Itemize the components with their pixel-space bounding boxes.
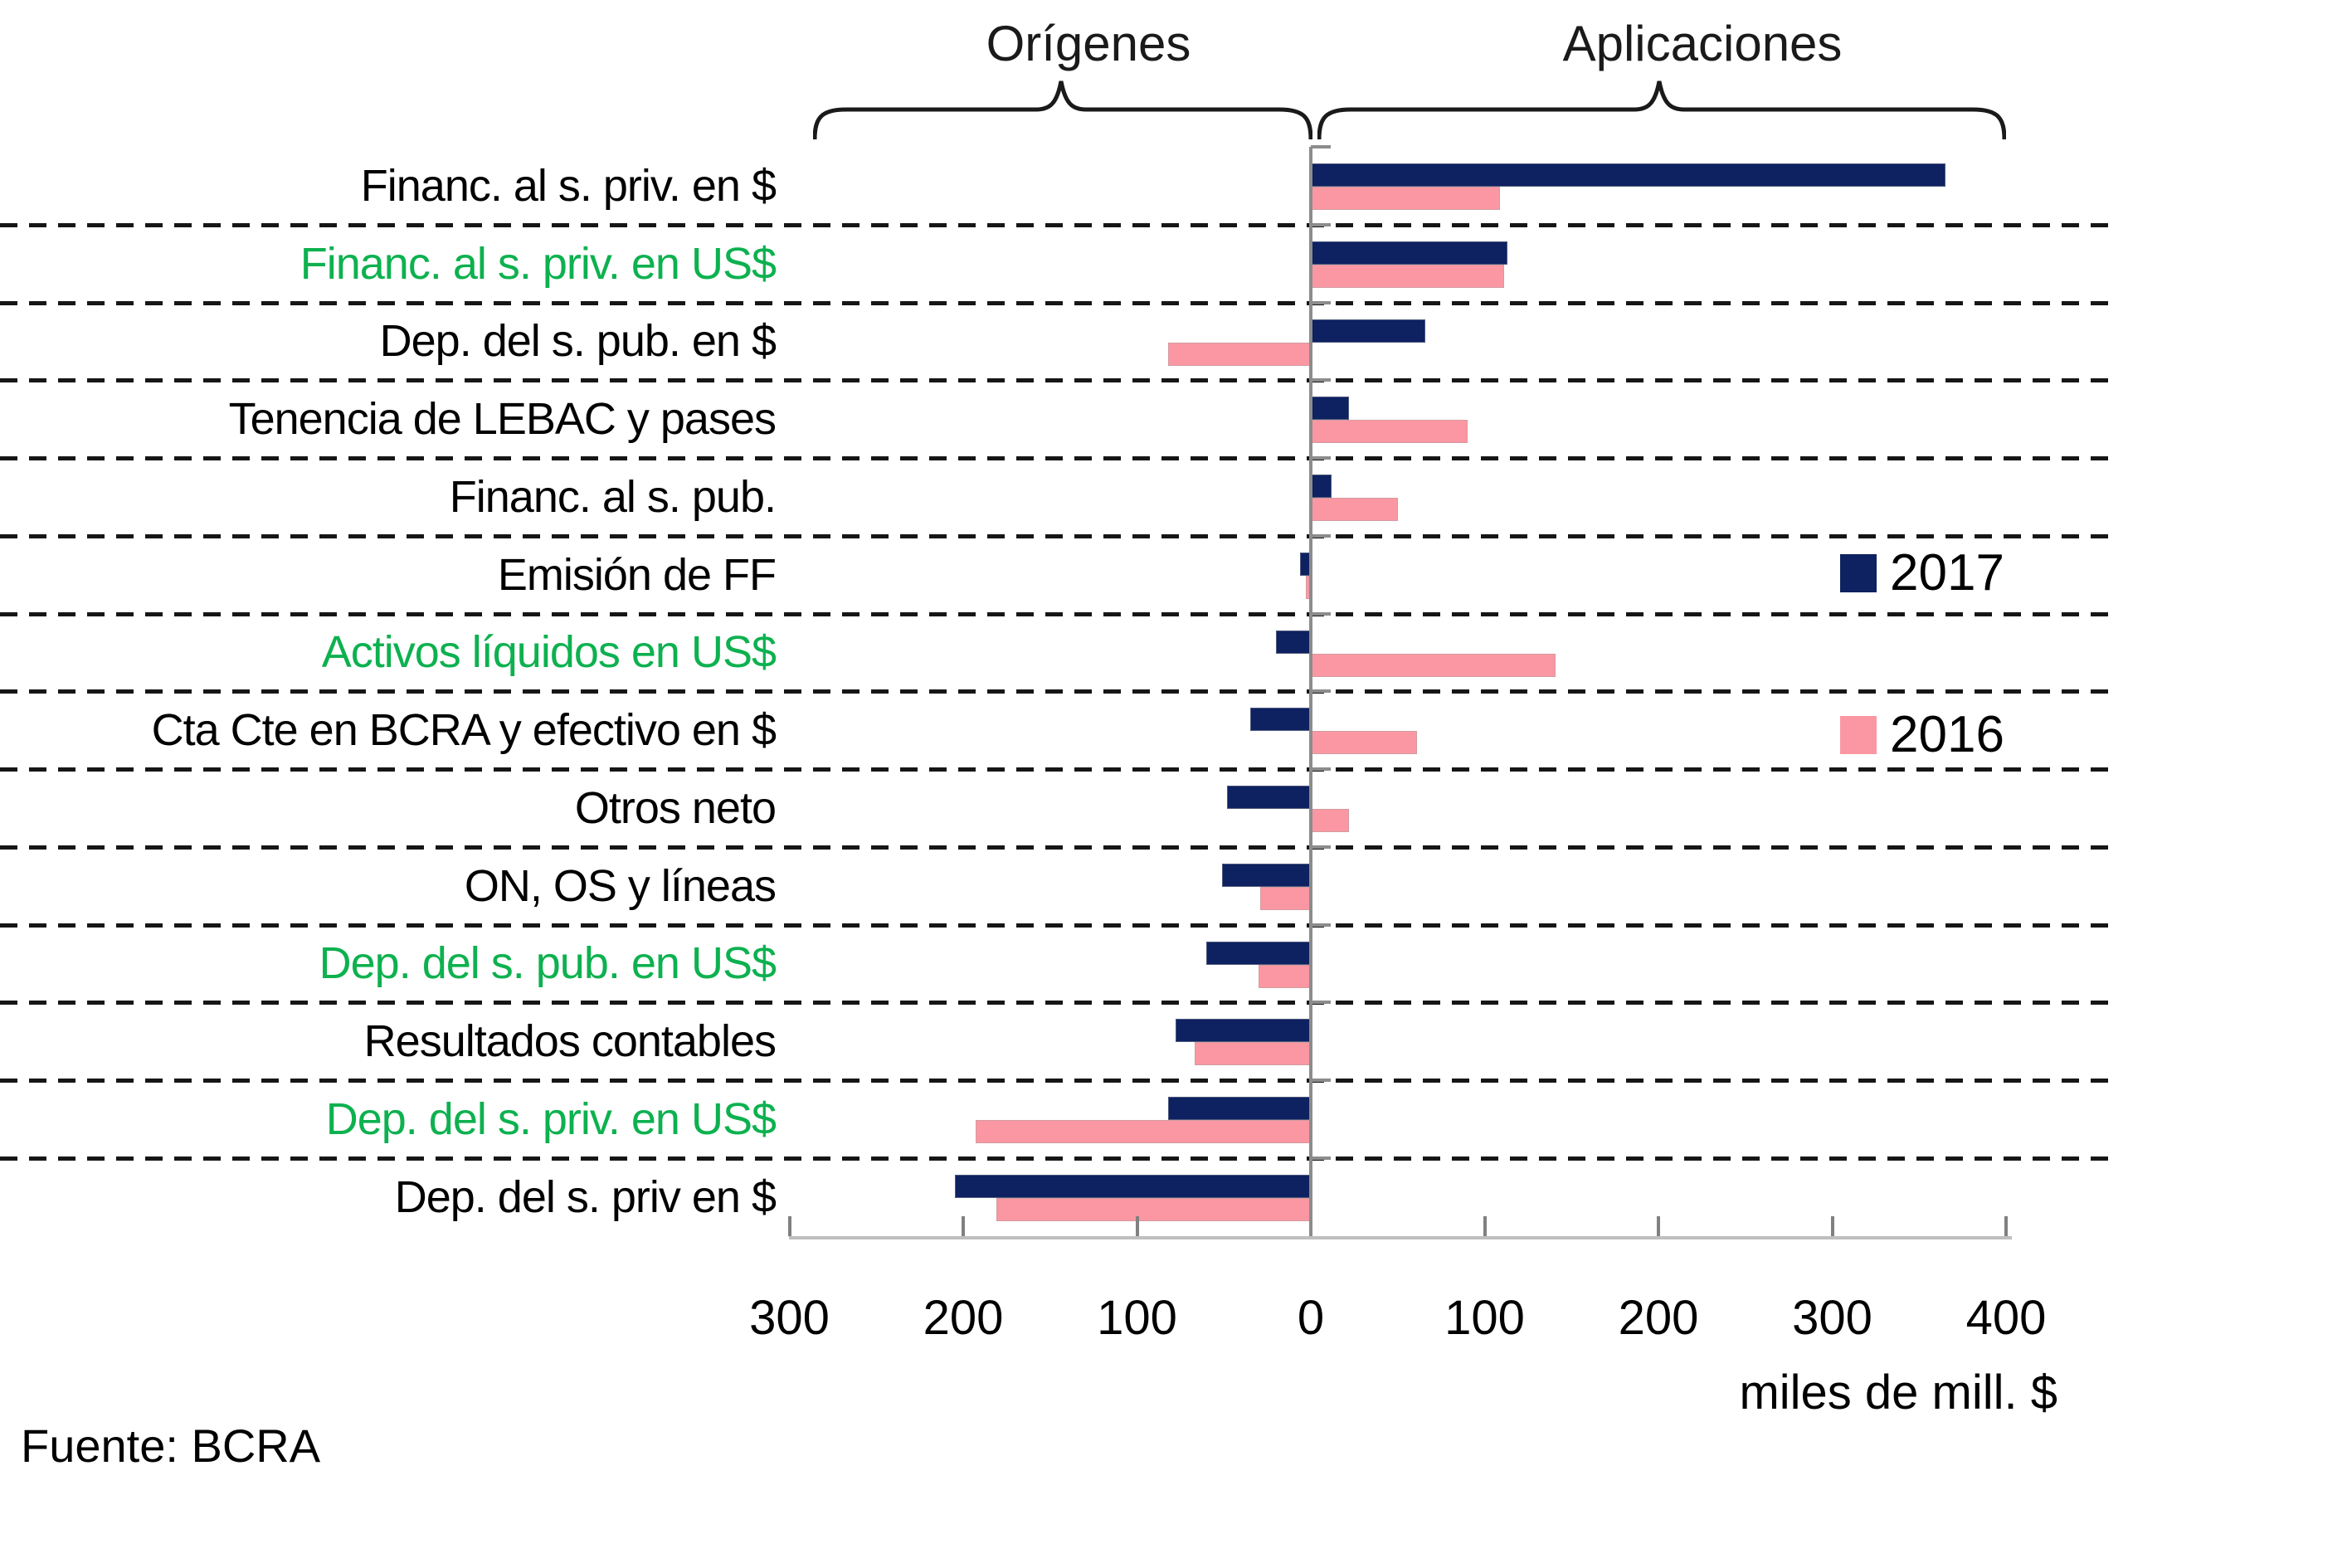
legend-label-2017: 2017 <box>1890 544 2004 601</box>
row-gridline <box>0 300 2116 305</box>
bar-2016-2 <box>1168 342 1311 366</box>
category-label: Dep. del s. priv. en US$ <box>325 1093 777 1144</box>
category-label: Financ. al s. pub. <box>449 471 777 522</box>
category-label: Dep. del s. pub. en $ <box>379 316 777 367</box>
bar-2017-2 <box>1311 319 1426 343</box>
bar-2017-8 <box>1227 786 1311 809</box>
bar-2017-4 <box>1311 475 1332 498</box>
bar-2017-13 <box>954 1174 1311 1198</box>
row-gridline <box>0 533 2116 538</box>
row-gridline <box>0 456 2116 460</box>
x-axis-tick <box>1483 1216 1487 1236</box>
origins-brace-icon <box>813 80 1312 140</box>
bar-2016-0 <box>1311 187 1501 210</box>
bar-2016-12 <box>975 1120 1311 1143</box>
source-note: Fuente: BCRA <box>21 1419 321 1472</box>
bar-2016-4 <box>1311 498 1398 521</box>
legend-label-2016: 2016 <box>1890 706 2004 763</box>
legend-entry-2016: 2016 <box>1840 705 2004 764</box>
x-axis-tick-label: 300 <box>1792 1291 1872 1345</box>
bar-2016-8 <box>1311 809 1350 832</box>
category-axis-tick <box>1311 145 1331 149</box>
category-axis-tick <box>1311 533 1331 538</box>
row-gridline <box>0 767 2116 772</box>
category-label: Activos líquidos en US$ <box>321 627 777 678</box>
category-axis-tick <box>1311 300 1331 304</box>
category-label: ON, OS y líneas <box>464 860 777 911</box>
x-axis-tick <box>1830 1216 1834 1236</box>
row-gridline <box>0 1079 2116 1083</box>
bar-2017-11 <box>1175 1019 1311 1043</box>
x-axis-tick-label: 0 <box>1297 1291 1325 1345</box>
category-axis-tick <box>1311 222 1331 226</box>
bar-2017-3 <box>1311 397 1350 421</box>
category-label: Otros neto <box>574 782 777 833</box>
x-axis-tick-label: 300 <box>749 1291 830 1345</box>
bar-2017-10 <box>1206 941 1311 965</box>
category-label: Financ. al s. priv. en US$ <box>299 238 777 289</box>
category-axis-tick <box>1311 689 1331 694</box>
x-axis-tick <box>962 1216 965 1236</box>
row-gridline <box>0 1156 2116 1161</box>
category-axis-tick <box>1311 767 1331 771</box>
x-axis-tick-label: 400 <box>1965 1291 2047 1345</box>
category-axis-tick <box>1311 1001 1331 1005</box>
category-axis-tick <box>1311 378 1331 382</box>
bar-2016-13 <box>996 1197 1311 1221</box>
row-gridline <box>0 689 2116 694</box>
x-axis-tick <box>1135 1216 1139 1236</box>
category-label: Financ. al s. priv. en $ <box>360 160 777 211</box>
bar-2017-9 <box>1222 863 1311 887</box>
category-axis-tick <box>1311 611 1331 616</box>
category-label: Resultados contables <box>363 1016 777 1067</box>
category-axis-tick <box>1311 1079 1331 1082</box>
bar-2017-12 <box>1168 1097 1311 1120</box>
applications-brace-icon <box>1317 80 2006 140</box>
legend-entry-2017: 2017 <box>1840 543 2004 602</box>
x-axis-tick-label: 200 <box>923 1291 1004 1345</box>
bar-2016-11 <box>1194 1042 1311 1066</box>
x-axis-tick <box>787 1216 791 1236</box>
bar-2017-1 <box>1311 241 1507 265</box>
row-gridline <box>0 378 2116 383</box>
zero-axis-line <box>1309 147 1312 1236</box>
category-label: Cta Cte en BCRA y efectivo en $ <box>151 705 777 756</box>
applications-title: Aplicaciones <box>1562 16 1843 71</box>
bar-2016-10 <box>1259 964 1311 988</box>
category-label: Tenencia de LEBAC y pases <box>228 394 777 445</box>
row-gridline <box>0 222 2116 227</box>
legend-swatch-2017 <box>1840 553 1877 592</box>
bar-2017-6 <box>1276 630 1311 654</box>
category-label: Dep. del s. pub. en US$ <box>319 938 777 989</box>
category-axis-tick <box>1311 923 1331 927</box>
x-axis-tick-label: 200 <box>1618 1291 1699 1345</box>
bar-2017-7 <box>1249 708 1311 732</box>
bar-2016-3 <box>1311 420 1468 444</box>
bar-2017-0 <box>1311 163 1945 187</box>
bar-2016-1 <box>1311 264 1504 288</box>
x-axis-tick <box>2004 1216 2008 1236</box>
category-axis-tick <box>1311 1156 1331 1160</box>
x-axis-tick-label: 100 <box>1444 1291 1525 1345</box>
bar-2016-7 <box>1311 731 1417 755</box>
x-axis-line <box>789 1236 2012 1239</box>
bar-2016-6 <box>1311 653 1556 677</box>
category-label: Emisión de FF <box>497 549 777 600</box>
x-axis-tick <box>1657 1216 1660 1236</box>
row-gridline <box>0 845 2116 850</box>
row-gridline <box>0 611 2116 616</box>
row-gridline <box>0 923 2116 928</box>
category-label: Dep. del s. priv en $ <box>394 1171 777 1222</box>
x-axis-unit-label: miles de mill. $ <box>1739 1366 2057 1419</box>
category-axis-tick <box>1311 456 1331 460</box>
x-axis-tick-label: 100 <box>1097 1291 1177 1345</box>
origins-title: Orígenes <box>986 16 1191 71</box>
row-gridline <box>0 1001 2116 1006</box>
legend-swatch-2016 <box>1840 715 1877 754</box>
category-axis-tick <box>1311 845 1331 849</box>
bar-2016-9 <box>1260 886 1311 910</box>
